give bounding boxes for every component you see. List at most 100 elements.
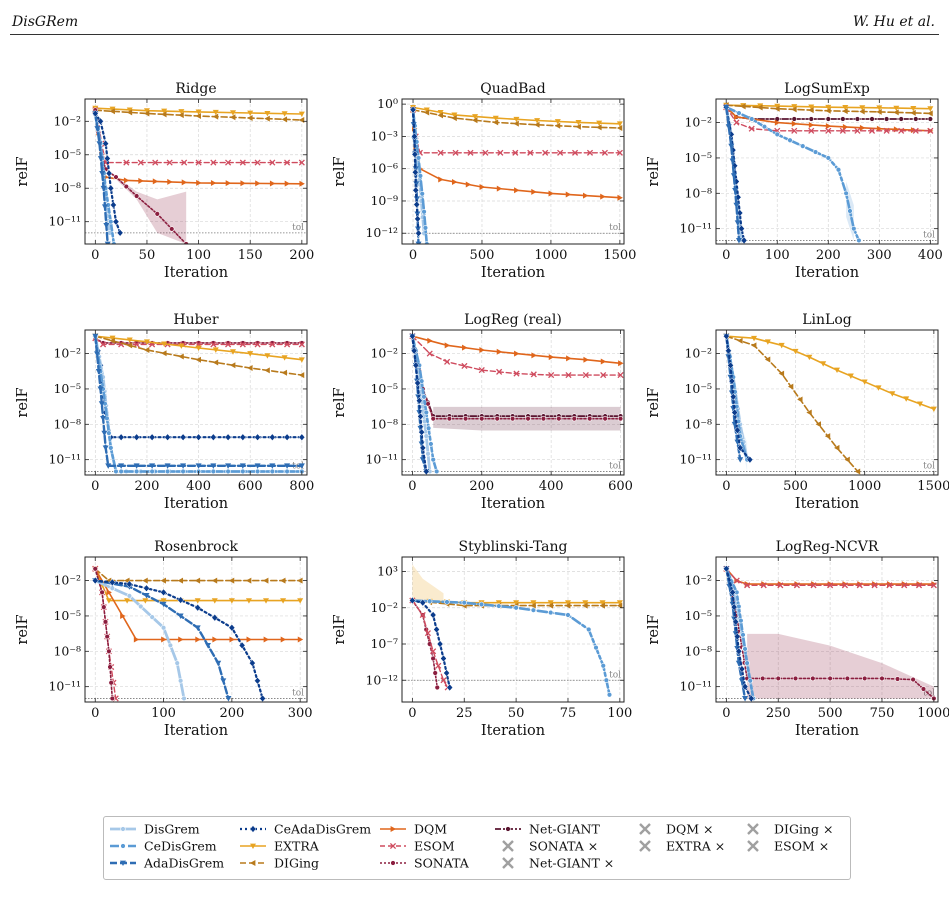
marker-adadisgrem xyxy=(95,368,102,375)
marker-ceadadisgrem xyxy=(415,229,422,238)
marker-extra xyxy=(751,335,758,342)
marker-sonata xyxy=(479,415,485,422)
marker-dqm xyxy=(196,179,202,186)
marker-ceadadisgrem xyxy=(116,229,124,237)
y-tick-label: 10⁻⁹ xyxy=(370,193,398,208)
marker-dqm xyxy=(299,180,305,187)
marker-ceadadisgrem xyxy=(738,665,746,673)
marker-dqm xyxy=(167,178,173,185)
marker-esom xyxy=(856,582,863,589)
x-tick-label: 1500 xyxy=(917,479,949,494)
marker-adadisgrem xyxy=(164,463,171,469)
marker-cedisgrem xyxy=(513,605,519,611)
marker-adadisgrem xyxy=(96,141,103,147)
marker-cedisgrem xyxy=(856,237,862,244)
y-tick-label: 10⁻¹¹ xyxy=(48,214,81,229)
marker-diging xyxy=(264,115,270,122)
marker-esom xyxy=(733,577,740,584)
marker-sonata xyxy=(894,676,901,682)
marker-ceadadisgrem xyxy=(418,428,425,436)
marker-diging xyxy=(616,125,623,132)
marker-diging xyxy=(910,109,916,116)
marker-diging xyxy=(808,107,814,114)
marker-esom xyxy=(548,372,555,379)
marker-extra xyxy=(930,406,937,412)
marker-cedisgrem xyxy=(106,430,112,436)
marker-diging xyxy=(281,369,288,376)
marker-adadisgrem xyxy=(149,463,156,469)
marker-adadisgrem xyxy=(729,158,736,164)
marker-esom xyxy=(269,159,276,166)
marker-adadisgrem xyxy=(97,386,104,392)
marker-extra xyxy=(109,335,116,342)
marker-adadisgrem xyxy=(215,660,222,667)
marker-cedisgrem xyxy=(118,468,124,475)
x-axis-label: Iteration xyxy=(795,496,859,512)
marker-diging xyxy=(893,109,899,116)
marker-cedisgrem xyxy=(530,607,537,613)
y-tick-label: 10⁻¹² xyxy=(365,225,398,240)
tolerance-label: tol xyxy=(609,223,621,233)
marker-esom xyxy=(482,149,489,156)
marker-adadisgrem xyxy=(101,430,108,437)
marker-esom xyxy=(284,341,291,348)
marker-dqm xyxy=(152,178,159,185)
marker-sonata xyxy=(113,174,119,180)
marker-extra xyxy=(495,600,502,606)
marker-diging xyxy=(126,342,133,349)
marker-diging xyxy=(737,337,743,344)
marker-adadisgrem xyxy=(177,613,184,619)
y-tick-label: 10⁻⁶ xyxy=(370,161,398,176)
marker-extra xyxy=(143,108,150,114)
marker-cedisgrem xyxy=(606,692,613,698)
marker-diging xyxy=(757,104,763,111)
marker-adadisgrem xyxy=(101,204,108,210)
marker-ceadadisgrem xyxy=(105,169,113,178)
marker-cedisgrem xyxy=(565,612,571,618)
marker-adadisgrem xyxy=(415,241,422,244)
y-tick-label: 10⁻¹¹ xyxy=(679,452,712,467)
marker-sonata xyxy=(106,648,112,655)
marker-dqm xyxy=(808,121,815,128)
marker-sonata xyxy=(571,415,577,422)
marker-sonata xyxy=(910,676,916,683)
x-tick-label: 0 xyxy=(91,706,99,721)
marker-esom xyxy=(123,159,130,166)
marker-cedisgrem xyxy=(851,225,857,232)
marker-sonata xyxy=(792,675,799,682)
marker-ceadadisgrem xyxy=(419,598,427,607)
marker-esom xyxy=(435,662,442,669)
marker-cedisgrem xyxy=(603,677,610,683)
marker-dqm xyxy=(280,636,287,643)
marker-diging xyxy=(825,107,831,114)
x-axis-label: Iteration xyxy=(164,265,228,281)
marker-sonata xyxy=(101,604,107,610)
marker-dqm xyxy=(138,177,144,184)
marker-cedisgrem xyxy=(736,110,742,116)
marker-dqm xyxy=(229,636,235,643)
marker-extra xyxy=(178,109,185,115)
marker-esom xyxy=(440,677,447,684)
marker-esom xyxy=(530,371,537,378)
y-tick-label: 10⁻² xyxy=(53,573,81,588)
marker-extra xyxy=(211,598,218,604)
marker-sonata xyxy=(775,675,781,682)
marker-extra xyxy=(616,600,623,606)
y-tick-label: 10⁻⁵ xyxy=(684,150,712,165)
y-tick-label: 10⁻² xyxy=(53,346,81,361)
tolerance-label: tol xyxy=(609,670,621,680)
marker-sonata xyxy=(169,226,175,232)
marker-sonata xyxy=(879,675,885,682)
marker-dqm xyxy=(451,178,458,185)
x-tick-label: 100 xyxy=(765,248,790,263)
marker-extra xyxy=(893,105,900,112)
marker-disgrem xyxy=(177,678,184,684)
marker-ceadadisgrem xyxy=(417,412,424,421)
marker-cedisgrem xyxy=(843,190,849,197)
marker-dqm xyxy=(181,179,188,186)
subplot-quadbad: tol 0 500 1000 1500 10⁰ 10⁻³ 10⁻⁶ 10⁻⁹ 10⁻¹² QuadB… xyxy=(332,81,636,281)
marker-cedisgrem xyxy=(210,468,217,475)
marker-ceadadisgrem xyxy=(411,132,418,141)
marker-ceadadisgrem xyxy=(411,150,419,159)
marker-esom xyxy=(839,127,846,134)
